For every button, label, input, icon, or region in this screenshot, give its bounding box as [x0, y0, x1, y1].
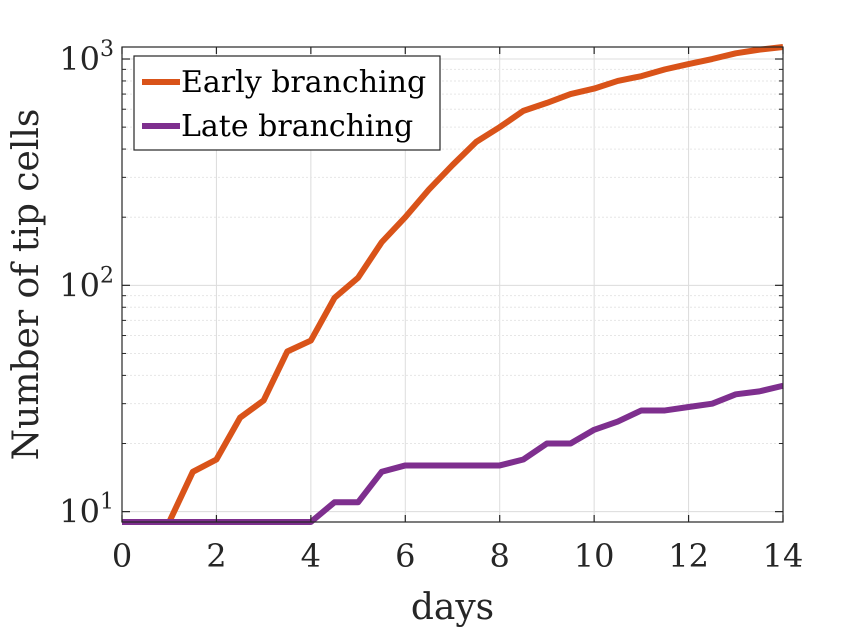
y-tick-label: 103	[59, 37, 114, 78]
x-tick-label: 4	[301, 537, 321, 575]
series-line-1	[122, 44, 784, 525]
y-tick-label: 102	[59, 263, 114, 304]
x-axis-label: days	[411, 587, 494, 628]
x-tick-label: 8	[490, 537, 510, 575]
x-tick-label: 0	[112, 537, 132, 575]
legend-label: Late branching	[181, 109, 413, 144]
x-tick-label: 2	[206, 537, 226, 575]
legend-label: Early branching	[181, 65, 426, 100]
y-tick-label: 101	[59, 490, 114, 531]
legend: Early branching Late branching	[133, 55, 441, 151]
plot-frame	[121, 46, 784, 523]
x-tick-label: 12	[668, 537, 709, 575]
x-tick-label: 10	[574, 537, 615, 575]
x-tick-label: 6	[395, 537, 415, 575]
y-axis-label: Number of tip cells	[6, 109, 47, 461]
legend-box	[133, 55, 441, 151]
y-ticks: 101 102 103	[59, 37, 783, 531]
x-ticks: 0 2 4 6 8 10 12 14	[112, 47, 804, 575]
x-tick-label: 14	[763, 537, 804, 575]
